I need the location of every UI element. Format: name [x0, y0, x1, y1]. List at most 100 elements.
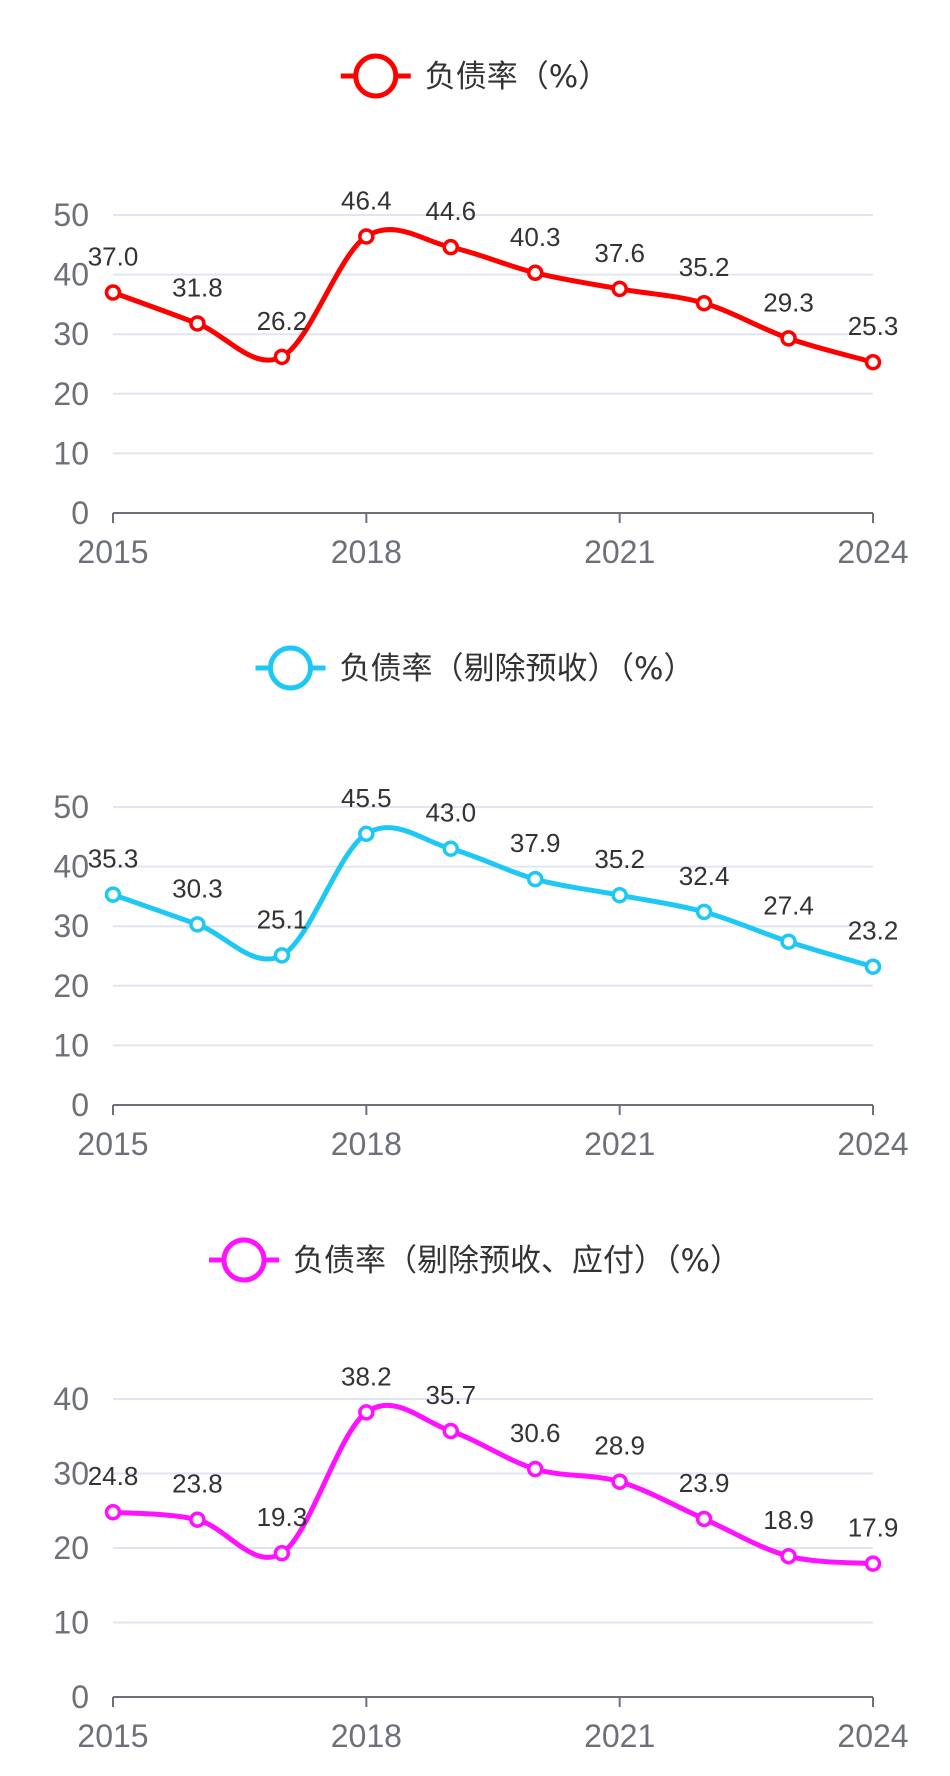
y-tick-label: 10	[53, 1605, 89, 1641]
y-tick-label: 20	[53, 1530, 89, 1566]
series-line	[110, 825, 876, 970]
y-tick-label: 30	[53, 1456, 89, 1492]
data-label: 35.7	[425, 1380, 476, 1410]
legend-circle-icon	[221, 1237, 267, 1283]
x-tick-label: 2024	[837, 1718, 908, 1754]
legend-circle-icon	[353, 53, 399, 99]
y-tick-label: 0	[71, 1679, 89, 1715]
data-point	[864, 958, 882, 975]
data-label: 30.6	[510, 1418, 561, 1448]
data-point	[358, 1404, 375, 1421]
y-tick-label: 40	[53, 257, 89, 293]
y-tick-label: 10	[53, 435, 89, 471]
data-label: 45.5	[341, 783, 392, 813]
x-tick-label: 2018	[331, 1718, 402, 1754]
y-tick-label: 50	[53, 197, 89, 233]
data-point	[780, 330, 797, 347]
legend: 负债率（%）	[340, 53, 609, 99]
data-label: 37.9	[510, 828, 561, 858]
x-tick-label: 2015	[77, 1718, 148, 1754]
data-point	[526, 264, 544, 282]
data-point	[273, 348, 291, 366]
chart-debt-ratio-ex-advance-payable: 负债率（剔除预收、应付）（%） 0 10 20 30 40 2015 2018 2021 2024…	[53, 1237, 909, 1754]
data-label: 23.2	[848, 916, 899, 946]
legend-label: 负债率（剔除预收、应付）（%）	[293, 1243, 741, 1279]
y-tick-label: 40	[53, 1381, 89, 1417]
data-label: 38.2	[341, 1361, 392, 1391]
y-tick-label: 30	[53, 908, 89, 944]
y-tick-label: 10	[53, 1027, 89, 1063]
y-tick-label: 20	[53, 376, 89, 412]
data-label: 19.3	[257, 1502, 308, 1532]
data-label: 35.3	[88, 844, 139, 874]
legend-circle-icon	[268, 645, 314, 691]
data-point	[695, 1510, 713, 1528]
data-point	[189, 315, 206, 332]
y-tick-label: 30	[53, 316, 89, 352]
data-point	[780, 933, 797, 950]
data-label: 23.9	[679, 1468, 730, 1498]
data-point	[780, 1547, 797, 1565]
data-point	[442, 840, 460, 857]
data-label: 32.4	[679, 861, 730, 891]
x-tick-label: 2018	[331, 1126, 402, 1162]
x-tick-label: 2024	[837, 1126, 908, 1162]
data-label: 27.4	[763, 891, 814, 921]
data-label: 35.2	[594, 844, 645, 874]
chart-debt-ratio-ex-advance: 负债率（剔除预收）（%） 0 10 20 30 40 50 2015 2018 2021 2024 3…	[53, 645, 909, 1162]
data-label: 40.3	[510, 222, 561, 252]
data-point	[611, 280, 628, 298]
data-point	[104, 1503, 122, 1521]
data-label: 17.9	[848, 1513, 899, 1543]
data-point	[273, 947, 291, 964]
legend-label: 负债率（%）	[425, 59, 609, 95]
data-label: 43.0	[425, 798, 476, 828]
legend: 负债率（剔除预收、应付）（%）	[209, 1237, 741, 1283]
data-point	[189, 1511, 206, 1528]
data-point	[104, 886, 122, 903]
data-point	[358, 825, 375, 843]
data-label: 37.0	[88, 241, 139, 271]
data-label: 35.2	[679, 252, 730, 282]
data-point	[611, 886, 628, 904]
x-tick-label: 2018	[331, 534, 402, 570]
data-point	[189, 916, 206, 933]
data-label: 46.4	[341, 185, 392, 215]
y-tick-label: 0	[71, 1087, 89, 1123]
chart-debt-ratio: 负债率（%） 0 10 20 30 40 50 2015 2018 2021 2024 37.0 31.…	[53, 53, 909, 570]
data-label: 29.3	[763, 287, 814, 317]
x-tick-label: 2015	[77, 1126, 148, 1162]
y-tick-label: 50	[53, 789, 89, 825]
data-point	[695, 903, 713, 921]
y-tick-label: 20	[53, 968, 89, 1004]
data-label: 25.3	[848, 311, 899, 341]
data-label: 37.6	[594, 238, 645, 268]
data-point	[104, 284, 122, 301]
legend: 负债率（剔除预收）（%）	[255, 645, 695, 691]
x-tick-label: 2024	[837, 534, 908, 570]
data-label: 24.8	[88, 1461, 139, 1491]
data-label: 23.8	[172, 1469, 223, 1499]
series-line	[110, 227, 876, 365]
y-tick-label: 0	[71, 495, 89, 531]
series-line	[110, 1402, 876, 1567]
data-label: 26.2	[257, 306, 308, 336]
legend-label: 负债率（剔除预收）（%）	[340, 651, 695, 687]
data-point	[526, 1460, 544, 1478]
data-label: 18.9	[763, 1505, 814, 1535]
data-point	[864, 353, 882, 371]
x-tick-label: 2021	[584, 1718, 655, 1754]
data-point	[526, 870, 544, 888]
data-label: 31.8	[172, 272, 223, 302]
data-label: 25.1	[257, 904, 308, 934]
x-tick-label: 2015	[77, 534, 148, 570]
x-tick-label: 2021	[584, 534, 655, 570]
data-point	[358, 228, 375, 245]
data-point	[273, 1544, 291, 1562]
data-label: 28.9	[594, 1431, 645, 1461]
data-point	[442, 1422, 460, 1440]
data-point	[611, 1473, 628, 1490]
data-label: 44.6	[425, 196, 476, 226]
data-label: 30.3	[172, 873, 223, 903]
